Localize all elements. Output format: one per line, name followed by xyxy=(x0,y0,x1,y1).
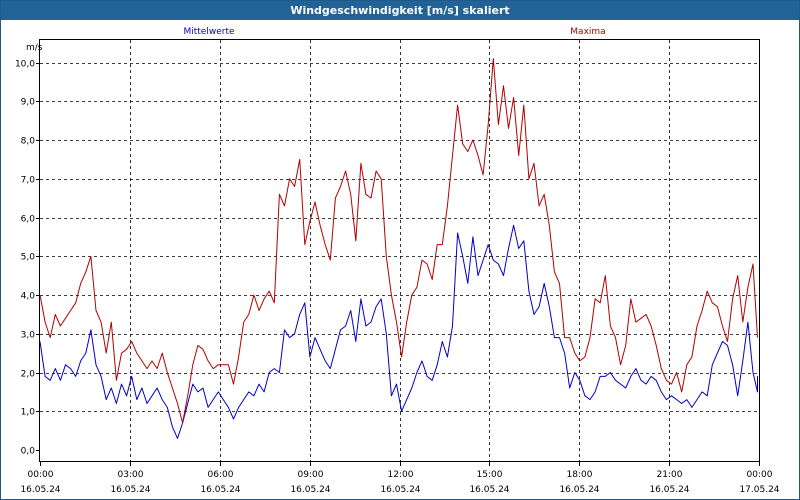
x-tick-date: 16.05.24 xyxy=(110,485,150,495)
x-tick-date: 16.05.24 xyxy=(20,485,60,495)
series-line-maxima xyxy=(39,58,758,424)
x-axis-ticks: 00:00 16.05.24 03:00 16.05.24 06:00 16.05.24 0… xyxy=(20,461,780,495)
x-tick-time: 03:00 xyxy=(118,470,144,480)
x-tick-time: 00:00 xyxy=(747,470,773,480)
x-tick-date: 17.05.24 xyxy=(739,485,779,495)
x-tick-date: 16.05.24 xyxy=(469,485,509,495)
y-tick-label: 2,0 xyxy=(21,370,36,380)
legend: Mittelwerte Maxima xyxy=(183,27,605,37)
x-tick-time: 18:00 xyxy=(567,470,593,480)
x-tick-time: 15:00 xyxy=(477,470,503,480)
y-tick-label: 0,0 xyxy=(21,447,36,457)
y-tick-label: 6,0 xyxy=(21,215,36,225)
grid-lines xyxy=(40,40,759,461)
legend-maxima: Maxima xyxy=(570,27,605,37)
x-tick-date: 16.05.24 xyxy=(290,485,330,495)
x-tick-date: 16.05.24 xyxy=(380,485,420,495)
x-tick-time: 21:00 xyxy=(657,470,683,480)
plot-area-border xyxy=(39,39,760,462)
y-tick-label: 9,0 xyxy=(21,98,36,108)
x-tick-date: 16.05.24 xyxy=(649,485,689,495)
x-tick-time: 09:00 xyxy=(298,470,324,480)
y-tick-label: 5,0 xyxy=(21,253,36,263)
y-axis-ticks: 0,0 1,0 2,0 3,0 4,0 5,0 6,0 7,0 8,0 9,0 10,0 xyxy=(15,60,40,457)
series-lines xyxy=(39,58,758,439)
y-tick-label: 8,0 xyxy=(21,137,36,147)
x-tick-time: 12:00 xyxy=(388,470,414,480)
legend-mittelwerte: Mittelwerte xyxy=(183,27,234,37)
x-tick-date: 16.05.24 xyxy=(200,485,240,495)
window-title: Windgeschwindigkeit [m/s] skaliert xyxy=(1,1,799,20)
x-tick-date: 16.05.24 xyxy=(559,485,599,495)
y-tick-label: 4,0 xyxy=(21,292,36,302)
x-tick-time: 06:00 xyxy=(208,470,234,480)
y-tick-label: 1,0 xyxy=(21,408,36,418)
y-axis-label: m/s xyxy=(26,43,43,53)
series-line-mittelwerte xyxy=(39,224,758,439)
y-tick-label: 7,0 xyxy=(21,176,36,186)
y-tick-label: 3,0 xyxy=(21,331,36,341)
y-tick-label: 10,0 xyxy=(15,60,35,70)
x-tick-time: 00:00 xyxy=(28,470,54,480)
